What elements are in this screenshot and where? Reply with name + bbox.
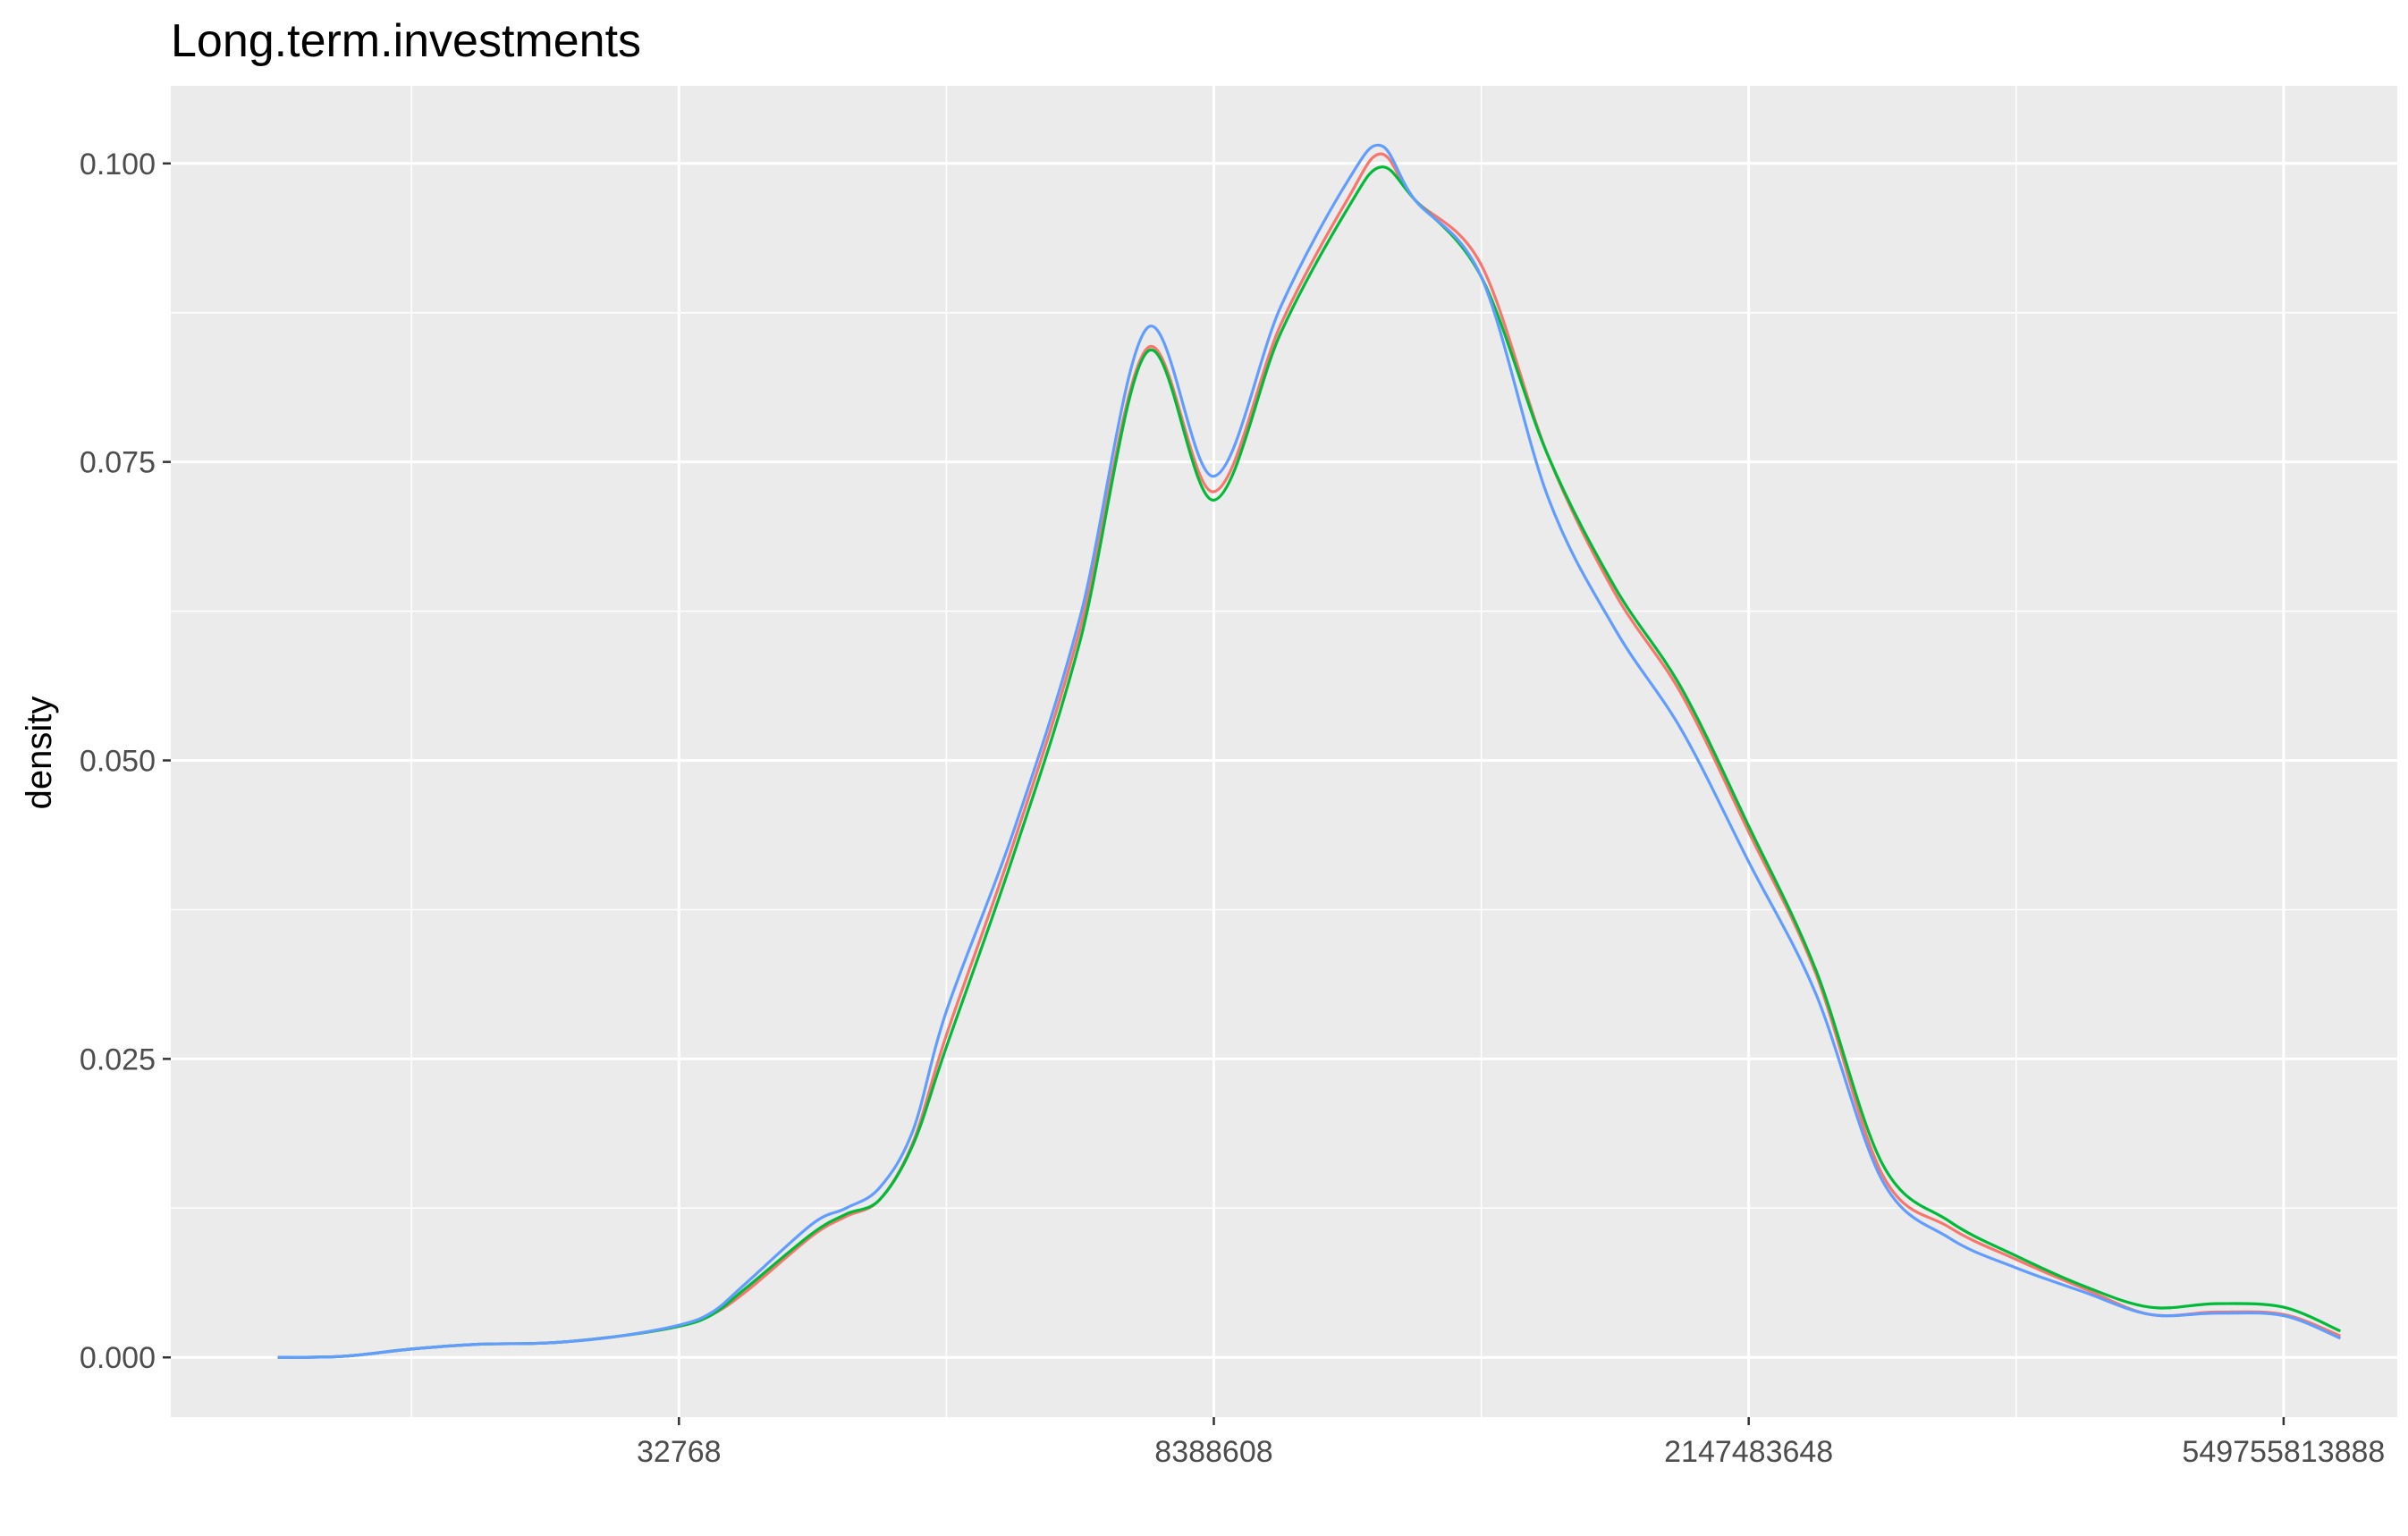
- y-axis: 0.000 0.025 0.050 0.075 0.100: [80, 148, 171, 1375]
- y-tick-label: 0.025: [80, 1042, 156, 1076]
- x-tick-label: 8388608: [1154, 1435, 1272, 1469]
- density-line-2: [277, 165, 2342, 1359]
- y-tick-label: 0.050: [80, 745, 156, 779]
- y-axis-title: density: [20, 696, 59, 810]
- density-curves: [277, 143, 2342, 1359]
- chart-title: Long.term.investments: [171, 15, 641, 67]
- y-tick-label: 0.075: [80, 446, 156, 480]
- y-tick-label: 0.000: [80, 1341, 156, 1375]
- x-tick-label: 32768: [637, 1435, 722, 1469]
- x-tick-label: 549755813888: [2182, 1435, 2385, 1469]
- plot-panel: [171, 86, 2397, 1417]
- x-axis: 32768 8388608 2147483648 549755813888: [637, 1417, 2385, 1469]
- minor-gridlines: [171, 86, 2397, 1417]
- major-gridlines: [171, 86, 2397, 1417]
- density-line-3: [277, 143, 2342, 1359]
- y-tick-label: 0.100: [80, 148, 156, 181]
- x-tick-label: 2147483648: [1664, 1435, 1833, 1469]
